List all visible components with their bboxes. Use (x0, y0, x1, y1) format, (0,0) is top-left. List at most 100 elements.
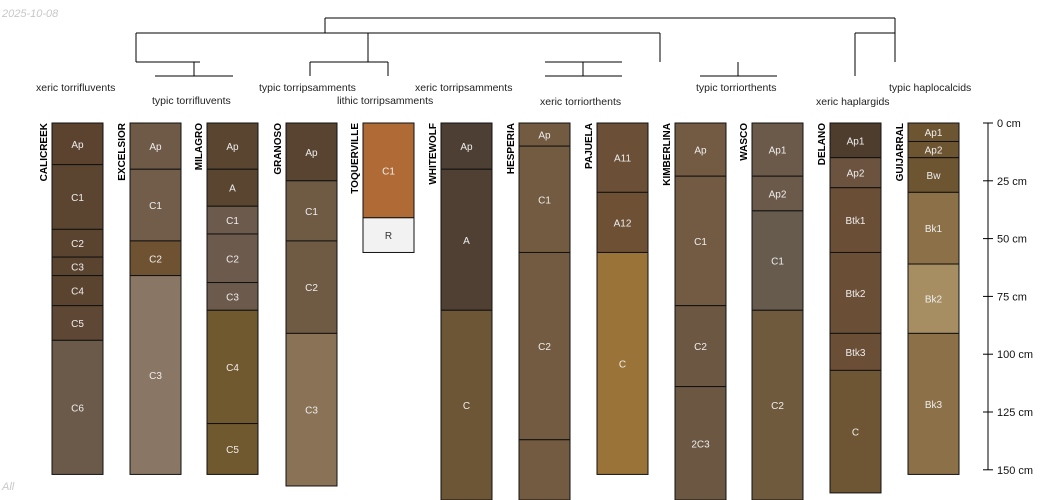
profile-name: DELANO (817, 123, 828, 165)
horizon-label: C5 (226, 445, 239, 456)
profile-excelsior: EXCELSIOR Ap C1 C2 C3 (117, 122, 182, 475)
depth-tick-label: 0 cm (997, 118, 1021, 130)
horizon-label: C3 (71, 262, 84, 273)
horizon-label: C3 (305, 406, 318, 417)
profile-name: MILAGRO (194, 123, 205, 170)
horizon-label: Btk3 (845, 348, 865, 359)
profile-name: CALICREEK (39, 122, 50, 181)
horizon (751, 309, 804, 500)
horizon (829, 369, 882, 494)
horizon (829, 157, 882, 189)
horizon (51, 122, 104, 166)
horizon-label: Btk2 (845, 289, 865, 300)
horizon (829, 122, 882, 159)
horizon-label: A (463, 236, 470, 247)
horizon (518, 439, 571, 500)
horizon-label: C1 (382, 166, 395, 177)
horizon (51, 164, 104, 230)
horizon-label: A11 (614, 154, 631, 165)
taxon-label-typic-torrifluvents: typic torrifluvents (152, 95, 231, 107)
horizon-label: A (229, 184, 236, 195)
horizon-label: Ap1 (925, 128, 943, 139)
horizon-label: Ap (226, 142, 239, 153)
horizon (518, 145, 571, 253)
profile-kimberlina: KIMBERLINA Ap C1 C2 2C3 (662, 122, 727, 500)
horizon-label: Ap1 (769, 146, 787, 157)
taxa-labels: xeric torrifluvents typic torrifluvents ty… (36, 82, 971, 108)
horizon (129, 240, 182, 277)
taxon-label-xeric-haplargids: xeric haplargids (816, 96, 890, 108)
horizon (440, 309, 493, 500)
horizon-label: C3 (149, 371, 162, 382)
horizon (596, 122, 649, 193)
horizon-label: R (385, 231, 392, 242)
horizon (674, 175, 727, 307)
horizon-label: C2 (71, 239, 84, 250)
horizon-label: C1 (771, 257, 784, 268)
depth-axis: 0 cm 25 cm 50 cm 75 cm 100 cm 125 cm 150 cm (983, 118, 1033, 477)
taxon-label-typic-haplocalcids: typic haplocalcids (889, 82, 971, 94)
horizon (907, 332, 960, 475)
horizon-label: Ap (149, 142, 162, 153)
horizon (907, 263, 960, 334)
taxon-label-typic-torripsamments: typic torripsamments (259, 82, 356, 94)
depth-tick-label: 25 cm (997, 176, 1027, 188)
profile-name: KIMBERLINA (662, 123, 673, 186)
horizon-label: Bk2 (925, 295, 943, 306)
horizon-label: Ap2 (847, 169, 865, 180)
horizon (907, 157, 960, 193)
horizon-label: A12 (614, 218, 632, 229)
profile-milagro: MILAGRO Ap A C1 C2 C3 C4 C5 (194, 122, 259, 475)
profile-wasco: WASCO Ap1 Ap2 C1 C2 (739, 122, 804, 500)
horizon-label: C2 (694, 342, 707, 353)
horizon-label: C (852, 428, 859, 439)
horizon-label: Bw (927, 171, 942, 182)
horizon (129, 168, 182, 242)
horizon-label: C1 (694, 237, 707, 248)
depth-tick-label: 125 cm (997, 407, 1033, 419)
horizon-label: C5 (71, 319, 84, 330)
horizon (51, 305, 104, 341)
horizon-label: Ap (305, 148, 318, 159)
profile-name: WASCO (739, 123, 750, 161)
horizon (362, 217, 415, 253)
profile-name: PAJUELA (584, 123, 595, 169)
horizon-label: C1 (226, 216, 239, 227)
profile-granoso: GRANOSO Ap C1 C2 C3 (273, 122, 338, 487)
horizon-label: C1 (305, 207, 318, 218)
horizon (518, 251, 571, 441)
profile-whitewolf: WHITEWOLF Ap A C (428, 122, 493, 500)
depth-tick-label: 150 cm (997, 465, 1033, 477)
horizon-label: Ap (694, 146, 707, 157)
horizon-label: C2 (771, 401, 784, 412)
horizon-label: C (463, 401, 470, 412)
horizon (674, 305, 727, 388)
horizon-label: Bk3 (925, 400, 943, 411)
horizon (829, 187, 882, 253)
horizon (285, 332, 338, 487)
profile-name: HESPERIA (506, 123, 517, 174)
profile-name: TOQUERVILLE (350, 123, 361, 194)
horizon-label: C1 (538, 195, 551, 206)
profile-calicreek: CALICREEK Ap C1 C2 C3 C4 C5 C6 (39, 122, 104, 475)
horizon (596, 251, 649, 475)
profile-toquerville: TOQUERVILLE C1 R (350, 122, 415, 253)
horizon-label: C1 (149, 201, 162, 212)
taxon-label-typic-torriorthents: typic torriorthents (696, 82, 777, 94)
profile-delano: DELANO Ap1 Ap2 Btk1 Btk2 Btk3 C (817, 122, 882, 494)
horizon-label: C1 (71, 193, 84, 204)
depth-tick-label: 50 cm (997, 234, 1027, 246)
horizon-label: C (619, 359, 626, 370)
horizon (285, 122, 338, 182)
horizon (829, 332, 882, 371)
horizon (51, 228, 104, 258)
horizon-label: C6 (71, 403, 84, 414)
taxon-label-lithic-torripsamments: lithic torripsamments (337, 95, 433, 107)
corner-label: All (2, 481, 15, 493)
horizon (206, 233, 259, 284)
profile-pajuela: PAJUELA A11 A12 C (584, 122, 649, 475)
taxon-label-xeric-torrifluvents: xeric torrifluvents (36, 82, 115, 94)
date-label: 2025-10-08 (2, 8, 59, 20)
horizon-label: C2 (149, 254, 162, 265)
